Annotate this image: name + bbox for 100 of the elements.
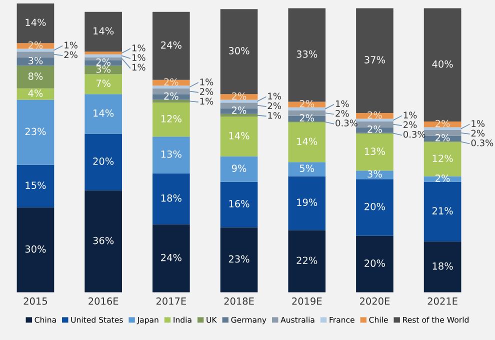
bar [220,182,258,228]
bar [424,176,462,182]
x-tick-label: 2018E [224,297,254,305]
data-label: 2% [300,100,314,108]
bar [424,241,462,292]
data-label: 2% [300,114,314,122]
data-label: 19% [297,198,318,206]
bar [152,86,190,88]
bar [220,116,258,156]
data-label: 0.3% [471,139,494,146]
data-label: 23% [25,128,46,136]
data-label: 2% [436,174,450,182]
bar [152,224,190,292]
data-label: 14% [94,109,114,117]
data-label: 4% [28,90,43,97]
data-label: 1% [404,112,417,119]
data-label: 24% [161,41,182,49]
bar [16,164,54,208]
data-label: 7% [96,80,110,87]
x-tick-label: 2015 [24,297,48,305]
bar [16,52,54,58]
data-label: 18% [161,194,182,202]
bar [288,176,326,230]
bar [84,134,122,190]
bar [356,118,394,122]
data-label: 2% [64,51,78,58]
bar [84,52,122,54]
data-label: 3% [28,56,43,64]
data-label: 40% [432,60,453,68]
data-label: 37% [364,56,385,64]
bar [356,179,394,236]
data-label: 14% [297,138,318,146]
bar [288,230,326,292]
data-label: 2% [404,121,417,128]
data-label: 0.3% [403,130,426,138]
data-label: 20% [93,158,114,165]
data-label: 1% [268,112,281,119]
bar [16,100,54,165]
data-label: 33% [296,50,318,58]
bar [424,130,462,136]
bar [220,102,258,108]
data-label: 0.3% [336,120,358,126]
data-label: 1% [200,98,214,105]
bar [424,127,462,130]
data-label: 2% [368,126,382,133]
data-label: 12% [161,115,182,122]
bar [84,74,122,94]
data-label: 23% [228,255,250,263]
data-label: 1% [336,100,349,108]
data-label: 14% [26,18,46,26]
data-label: 2% [436,120,450,128]
data-label: 2% [28,41,43,49]
bar [84,66,122,74]
bar [220,108,258,114]
data-label: 2% [268,102,281,110]
bar [424,182,462,242]
data-label: 1% [268,92,281,100]
data-label: 2% [232,92,246,100]
data-label: 1% [64,42,78,49]
data-label: 36% [93,236,114,244]
data-label: 2% [336,110,349,117]
data-label: 3% [96,65,110,73]
x-tick-label: 2016E [88,297,118,305]
data-label: 9% [232,164,246,172]
data-label: 2% [200,88,214,95]
data-label: 12% [432,154,453,162]
x-tick-label: 2019E [292,297,322,305]
bar [356,127,394,133]
bar [288,8,326,102]
bar [288,162,326,176]
data-label: 15% [26,182,46,189]
bar [152,100,190,103]
bar [84,190,122,292]
data-label: 1% [132,64,146,71]
bar [16,207,54,292]
bar [288,110,326,116]
bar [152,102,190,137]
bar [288,102,326,108]
bar [356,122,394,128]
data-label: 2% [368,111,382,119]
data-label: 30% [25,245,46,253]
bar [424,142,462,176]
data-label: 2% [471,130,485,137]
bar [356,170,394,180]
data-label: 3% [368,170,382,178]
data-label: 1% [132,54,146,61]
x-tick-label: 2021E [428,297,458,305]
data-label: 20% [364,260,385,267]
x-tick-label: 2017E [156,297,186,305]
data-label: 16% [229,200,250,208]
bar [152,136,190,174]
bar [356,134,394,171]
bar [16,48,54,52]
data-label: 18% [432,262,453,270]
data-label: 8% [28,72,43,80]
data-label: 22% [296,256,318,264]
data-label: 14% [229,132,250,140]
bar [152,173,190,224]
data-label: 2% [96,58,110,66]
data-label: 24% [161,254,182,262]
